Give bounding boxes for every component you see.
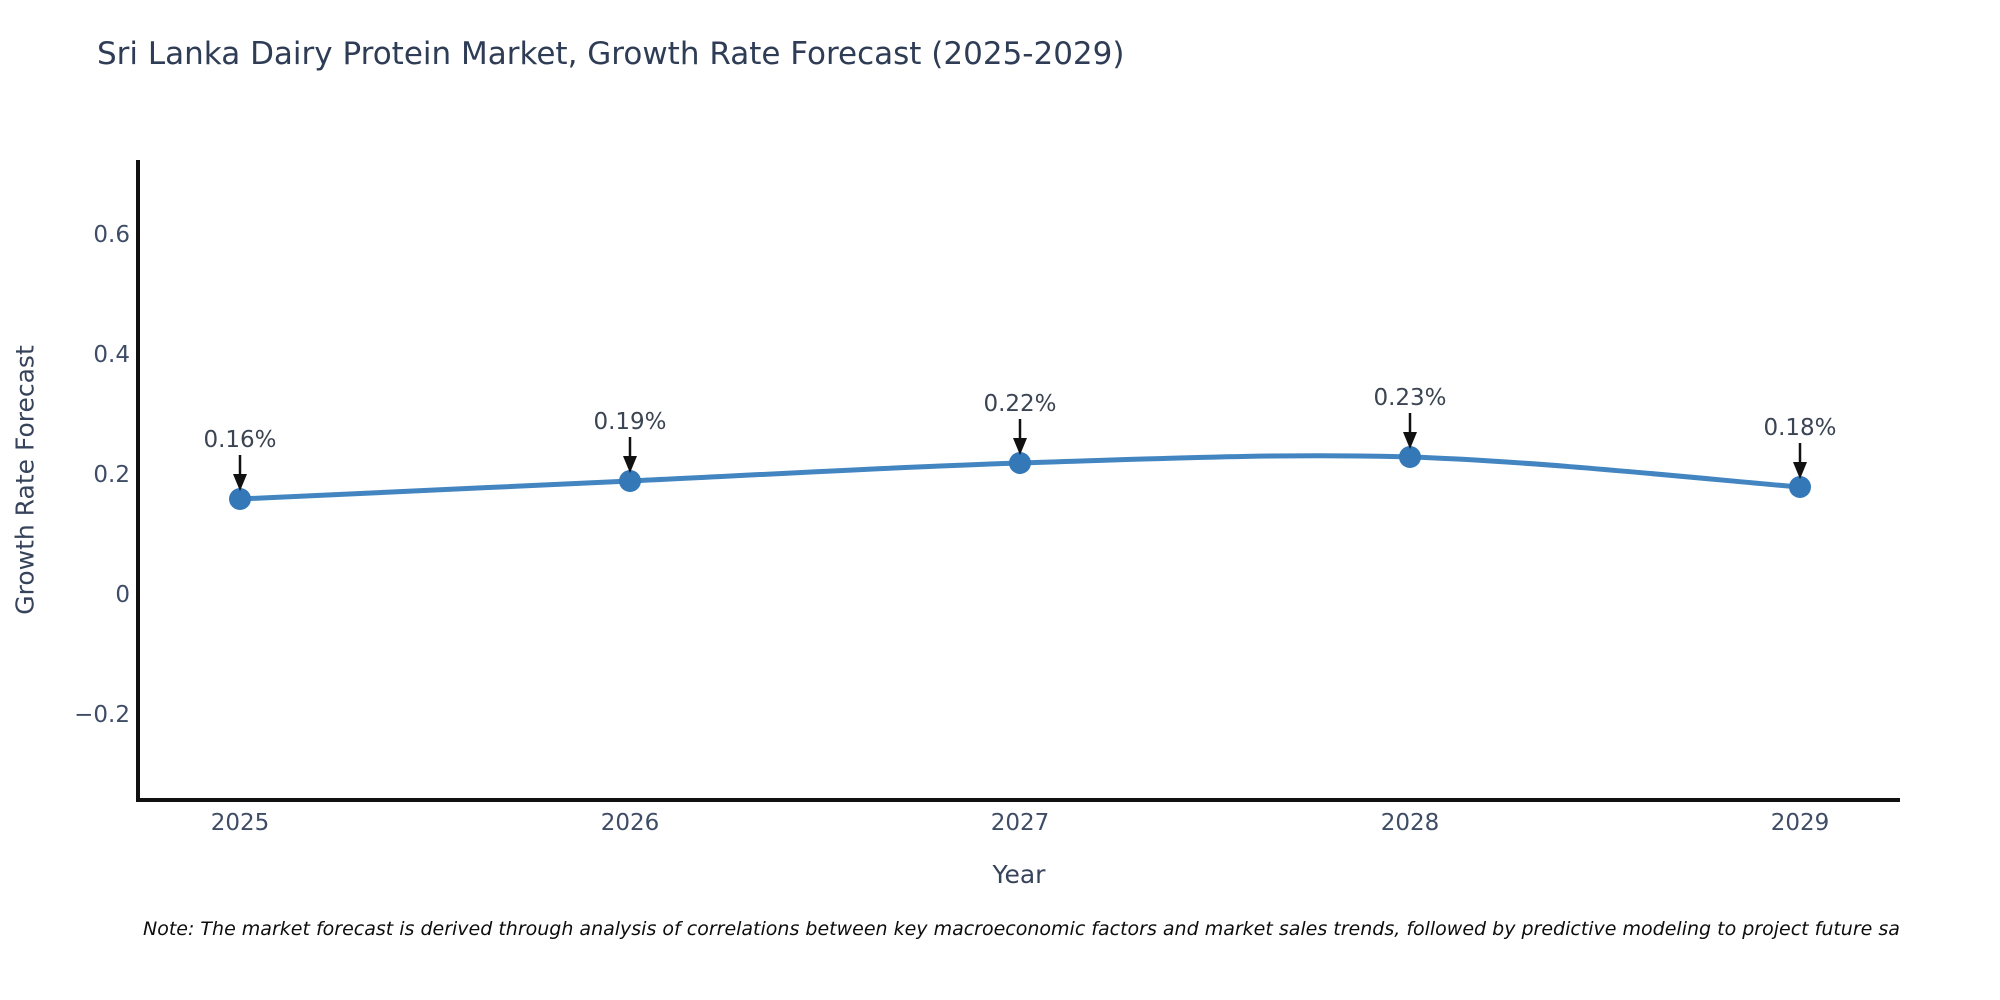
data-point-label: 0.23% — [1373, 385, 1446, 411]
annotation-arrowhead-icon — [233, 474, 247, 491]
y-tick-label: 0 — [115, 582, 130, 608]
data-point-label: 0.19% — [593, 409, 666, 435]
data-point-marker — [1789, 476, 1811, 498]
y-tick-label: 0.4 — [93, 342, 130, 368]
annotation-arrowhead-icon — [623, 456, 637, 473]
annotation-arrowhead-icon — [1013, 438, 1027, 455]
x-tick-label: 2026 — [601, 810, 660, 836]
data-point-label: 0.22% — [983, 391, 1056, 417]
data-point-marker — [229, 488, 251, 510]
data-point-marker — [1399, 446, 1421, 468]
y-axis-title: Growth Rate Forecast — [10, 345, 40, 615]
x-tick-label: 2028 — [1381, 810, 1440, 836]
chart-title: Sri Lanka Dairy Protein Market, Growth R… — [97, 36, 1125, 72]
data-point-label: 0.18% — [1763, 415, 1836, 441]
y-tick-label: 0.6 — [93, 222, 130, 248]
footnote: Note: The market forecast is derived thr… — [143, 918, 1900, 940]
x-tick-label: 2027 — [991, 810, 1050, 836]
x-tick-label: 2025 — [211, 810, 270, 836]
y-tick-label: 0.2 — [93, 462, 130, 488]
data-point-marker — [1009, 452, 1031, 474]
y-tick-label: −0.2 — [74, 702, 130, 728]
annotation-arrowhead-icon — [1793, 462, 1807, 479]
x-axis-title: Year — [992, 860, 1046, 889]
annotation-arrowhead-icon — [1403, 432, 1417, 449]
data-point-label: 0.16% — [203, 427, 276, 453]
x-tick-label: 2029 — [1771, 810, 1830, 836]
data-point-marker — [619, 470, 641, 492]
